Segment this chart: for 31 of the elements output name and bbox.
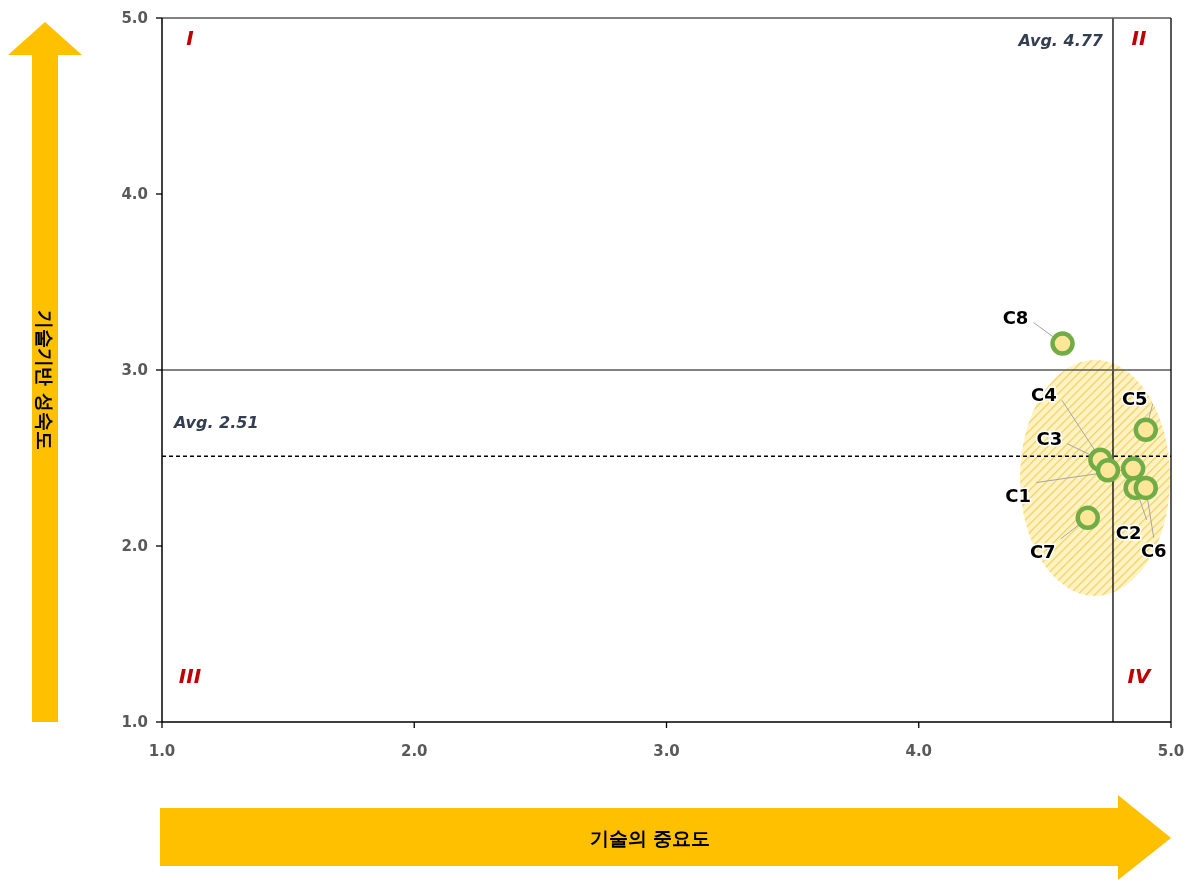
annotation: C5	[1121, 387, 1148, 409]
point	[1133, 417, 1159, 443]
point	[1095, 458, 1121, 483]
point	[1120, 456, 1146, 481]
x-tick-label: 2.0	[400, 742, 428, 760]
x-tick-label: 4.0	[905, 742, 933, 760]
annotation: C1	[1005, 484, 1032, 506]
y-tick-label: 4.0	[121, 185, 148, 203]
y-tick-label: 5.0	[121, 9, 148, 27]
point	[1133, 475, 1159, 501]
annotation: C3	[1036, 427, 1063, 449]
point	[1050, 331, 1075, 356]
x-axis-title: 기술의 중요도	[589, 827, 711, 849]
annotation: C4	[1031, 384, 1057, 406]
annotation: IV	[1127, 664, 1152, 688]
annotation: I	[186, 26, 195, 50]
point	[1075, 505, 1101, 531]
y-axis-title: 기술기반 성숙도	[34, 310, 56, 450]
annotation: C8	[1002, 306, 1029, 328]
x-tick-label: 3.0	[653, 742, 680, 760]
y-tick-label: 3.0	[121, 361, 148, 379]
annotation: C7	[1029, 540, 1056, 562]
x-tick-label: 5.0	[1157, 742, 1185, 760]
y-tick-label: 1.0	[121, 713, 148, 731]
annotation: III	[178, 664, 202, 688]
y-tick-label: 2.0	[121, 537, 148, 555]
annotation: II	[1131, 26, 1147, 50]
annotation: C2	[1115, 521, 1142, 543]
ref-line-label: Avg. 2.51	[172, 413, 259, 433]
x-tick-label: 1.0	[148, 742, 176, 760]
ref-line-label: Avg. 4.77	[1016, 31, 1104, 50]
